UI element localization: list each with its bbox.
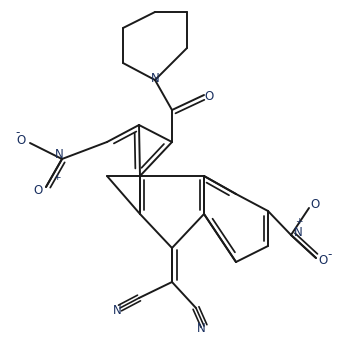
Text: O: O <box>204 91 213 103</box>
Text: +: + <box>295 217 303 225</box>
Text: N: N <box>151 72 159 84</box>
Text: O: O <box>310 198 319 212</box>
Text: O: O <box>318 254 327 266</box>
Text: +: + <box>53 173 61 183</box>
Text: -: - <box>16 126 20 140</box>
Text: N: N <box>55 148 63 162</box>
Text: O: O <box>17 135 26 147</box>
Text: N: N <box>294 225 303 239</box>
Text: N: N <box>112 304 121 316</box>
Text: -: - <box>328 248 332 262</box>
Text: N: N <box>197 321 205 335</box>
Text: O: O <box>34 184 43 196</box>
